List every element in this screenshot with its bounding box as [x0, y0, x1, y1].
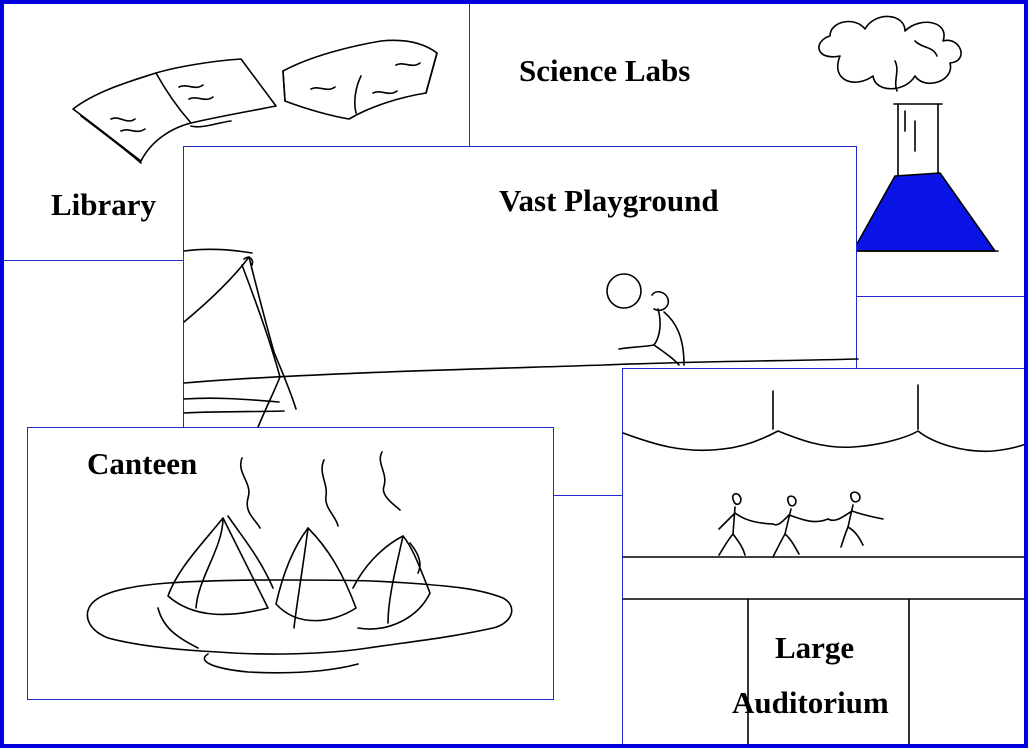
- auditorium-panel: Large Auditorium: [622, 368, 1024, 744]
- auditorium-label-line1: Large: [775, 630, 855, 665]
- auditorium-label-line2: Auditorium: [732, 685, 889, 720]
- auditorium-drawing: [622, 384, 1024, 744]
- library-label: Library: [51, 187, 157, 222]
- science-labs-label: Science Labs: [519, 53, 691, 88]
- playground-label: Vast Playground: [499, 183, 719, 218]
- canteen-panel: Canteen: [27, 427, 554, 700]
- canteen-label: Canteen: [87, 446, 198, 481]
- flask-drawing: [818, 15, 999, 252]
- right-mid-panel: [856, 296, 1024, 376]
- playground-drawing: [183, 248, 859, 433]
- samosa-plate-drawing: [86, 451, 513, 674]
- books-drawing: [72, 39, 438, 164]
